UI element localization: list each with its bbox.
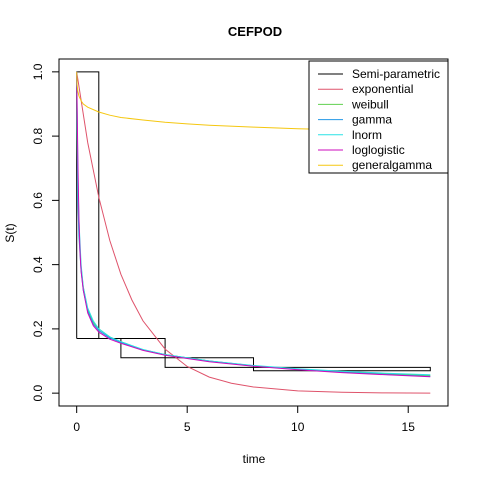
y-tick-label: 1.0 [31, 63, 45, 80]
x-axis-label: time [243, 452, 266, 466]
legend-label-gamma: gamma [352, 113, 392, 127]
x-axis: 0 5 10 15 [73, 405, 416, 434]
chart-title: CEFPOD [228, 24, 282, 39]
x-tick-label: 15 [402, 420, 416, 434]
legend-label-loglogistic: loglogistic [352, 143, 405, 157]
legend-box [308, 60, 449, 174]
legend-label-lnorm: lnorm [352, 128, 382, 142]
y-axis-label: S(t) [3, 223, 17, 242]
legend-label-weibull: weibull [351, 97, 389, 111]
y-tick-label: 0.4 [31, 256, 45, 273]
series-line-loglogistic [76, 71, 431, 378]
y-tick-label: 0.8 [31, 127, 45, 144]
series-line-generalgamma [76, 71, 431, 132]
y-axis: 0.0 0.2 0.4 0.6 0.8 1.0 [31, 63, 60, 401]
series-line-exponential [76, 71, 431, 394]
y-tick-label: 0.0 [31, 384, 45, 401]
x-tick-label: 5 [184, 420, 191, 434]
plot-area [76, 71, 431, 394]
x-tick-label: 0 [73, 420, 80, 434]
x-tick-label: 10 [291, 420, 305, 434]
legend-label-semi-parametric: Semi-parametric [352, 67, 440, 81]
y-tick-label: 0.6 [31, 192, 45, 209]
legend-label-exponential: exponential [352, 82, 413, 96]
legend-label-generalgamma: generalgamma [352, 158, 432, 172]
y-tick-label: 0.2 [31, 320, 45, 337]
